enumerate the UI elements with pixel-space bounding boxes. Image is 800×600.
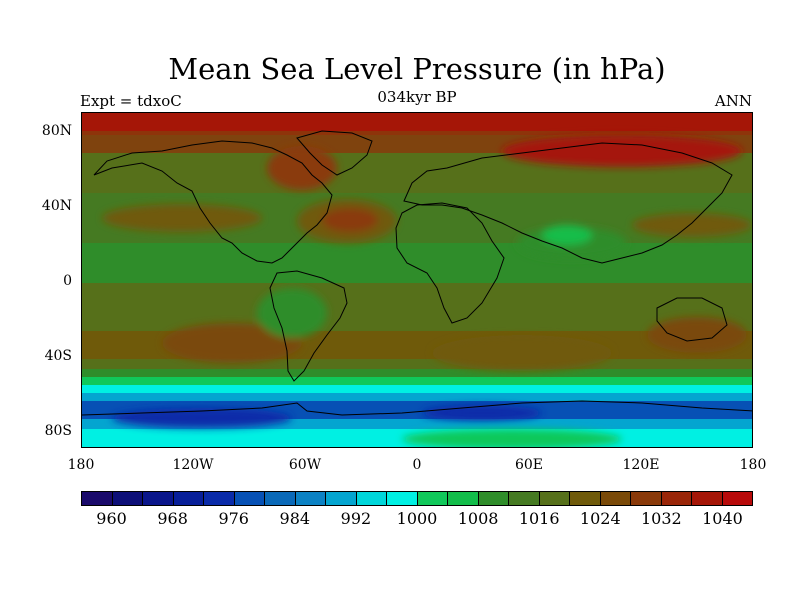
band-1008 <box>82 369 752 377</box>
colorbar-segment <box>661 492 692 505</box>
coastlines <box>82 130 752 416</box>
colorbar-label: 1040 <box>702 509 743 528</box>
colorbar-segment <box>417 492 448 505</box>
colorbar-label: 1032 <box>641 509 682 528</box>
band-990 <box>82 419 752 429</box>
colorbar-segment <box>539 492 570 505</box>
greenland-coast <box>296 130 373 176</box>
south-america-coast <box>269 270 348 382</box>
colorbar-segment <box>692 492 723 505</box>
lon-label-60e: 60E <box>514 457 544 473</box>
lon-label-120w: 120W <box>172 457 214 473</box>
colorbar-segment <box>631 492 662 505</box>
colorbar-label: 992 <box>340 509 372 528</box>
pressure-map <box>81 112 753 448</box>
lon-label-0: 0 <box>412 457 422 473</box>
north-pacific-high <box>102 204 262 232</box>
band-1012 <box>82 359 752 369</box>
colorbar-label: 1000 <box>396 509 438 528</box>
lat-label-80n: 80N <box>41 123 72 139</box>
asian-low-core <box>542 225 592 245</box>
colorbar-label: 1008 <box>457 509 499 528</box>
band-988 <box>82 393 752 401</box>
colorbar-segment <box>82 492 113 505</box>
south-america-low <box>257 288 327 338</box>
lon-label-120e: 120E <box>622 457 660 473</box>
lon-label-180w: 180 <box>67 457 95 473</box>
greenland-high <box>267 146 337 190</box>
colorbar-segment <box>722 492 752 505</box>
australia-coast <box>656 297 728 342</box>
northwest-pacific-high <box>632 213 752 237</box>
season-label: ANN <box>714 92 752 110</box>
colorbar-segment <box>265 492 296 505</box>
pressure-field <box>82 113 752 447</box>
siberian-high <box>502 135 742 167</box>
lat-label-40s: 40S <box>44 348 72 364</box>
lat-label-80s: 80S <box>44 423 72 439</box>
north-america-coast <box>93 140 333 264</box>
colorbar-label: 968 <box>157 509 188 528</box>
lat-label-40n: 40N <box>41 198 72 214</box>
colorbar-segment <box>478 492 509 505</box>
colorbar-label: 1024 <box>579 509 621 528</box>
arctic-high-band <box>82 113 752 135</box>
colorbar-segment <box>570 492 601 505</box>
south-pacific-high <box>162 323 302 363</box>
southern-indian-low <box>422 405 542 421</box>
azores-high-core <box>322 208 378 232</box>
colorbar-segment <box>295 492 326 505</box>
colorbar-label: 976 <box>218 509 249 528</box>
colorbar-label: 1016 <box>518 509 560 528</box>
eurasia-coast <box>403 142 733 264</box>
colorbar-segment <box>326 492 357 505</box>
colorbar-segment <box>204 492 235 505</box>
indian-ocean-high <box>432 335 612 371</box>
colorbar <box>81 491 753 506</box>
band-1000 <box>82 377 752 385</box>
lat-label-0: 0 <box>63 273 72 289</box>
lon-label-60w: 60W <box>288 457 322 473</box>
australia-high <box>647 317 747 353</box>
lon-label-180e: 180 <box>739 457 767 473</box>
period-label: 034kyr BP <box>377 88 457 106</box>
colorbar-segment <box>234 492 265 505</box>
equatorial-low-band <box>82 243 752 283</box>
colorbar-segment <box>600 492 631 505</box>
colorbar-label: 960 <box>96 509 127 528</box>
colorbar-segment <box>448 492 479 505</box>
experiment-label: Expt = tdxoC <box>80 92 182 110</box>
colorbar-label: 984 <box>279 509 311 528</box>
colorbar-segment <box>112 492 143 505</box>
colorbar-segment <box>387 492 418 505</box>
east-antarctic-high <box>402 429 622 447</box>
southern-subtropic-band <box>82 283 752 333</box>
colorbar-segment <box>173 492 204 505</box>
africa-coast <box>395 202 505 324</box>
colorbar-segment <box>143 492 174 505</box>
colorbar-segment <box>356 492 387 505</box>
colorbar-segment <box>509 492 540 505</box>
antarctica-coast <box>82 400 752 416</box>
map-title: Mean Sea Level Pressure (in hPa) <box>168 52 666 86</box>
band-996 <box>82 385 752 393</box>
